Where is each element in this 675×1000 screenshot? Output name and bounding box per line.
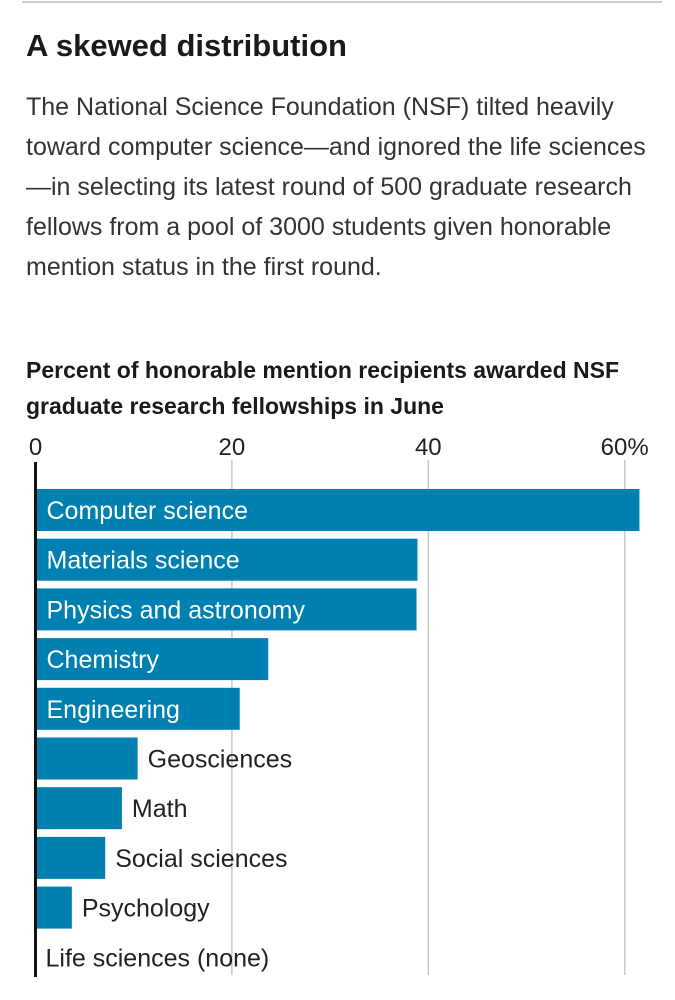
bar xyxy=(35,787,122,830)
chart-headline: A skewed distribution xyxy=(26,28,347,63)
bar-label: Geosciences xyxy=(148,746,293,774)
bar xyxy=(35,886,72,929)
bar xyxy=(35,638,269,681)
bar-label: Computer science xyxy=(47,497,248,525)
bar xyxy=(35,687,240,730)
tick-label: 20 xyxy=(219,434,246,461)
bar xyxy=(35,737,138,780)
bar-label: Engineering xyxy=(47,696,180,724)
tick-label: 40 xyxy=(415,434,442,461)
bar xyxy=(35,489,640,531)
bar-label: Psychology xyxy=(82,895,210,923)
bar xyxy=(35,836,106,879)
tick-label: 60% xyxy=(601,434,649,461)
chart-title: Percent of honorable mention recipients … xyxy=(26,357,620,419)
bar-label: Materials science xyxy=(47,547,240,575)
chart-description: The National Science Foundation (NSF) ti… xyxy=(26,93,646,281)
bar-label: Chemistry xyxy=(47,646,160,674)
bar-label: Social sciences xyxy=(115,845,287,873)
bar-chart: 0 20 40 60% Computer science Materials scienc… xyxy=(29,434,649,977)
bar-label: Math xyxy=(132,795,188,823)
bar xyxy=(35,538,418,581)
bar-label: Physics and astronomy xyxy=(47,596,306,624)
bar xyxy=(35,588,417,631)
tick-label: 0 xyxy=(29,434,42,461)
bar-label: Life sciences (none) xyxy=(46,944,270,972)
top-divider xyxy=(22,1,662,3)
